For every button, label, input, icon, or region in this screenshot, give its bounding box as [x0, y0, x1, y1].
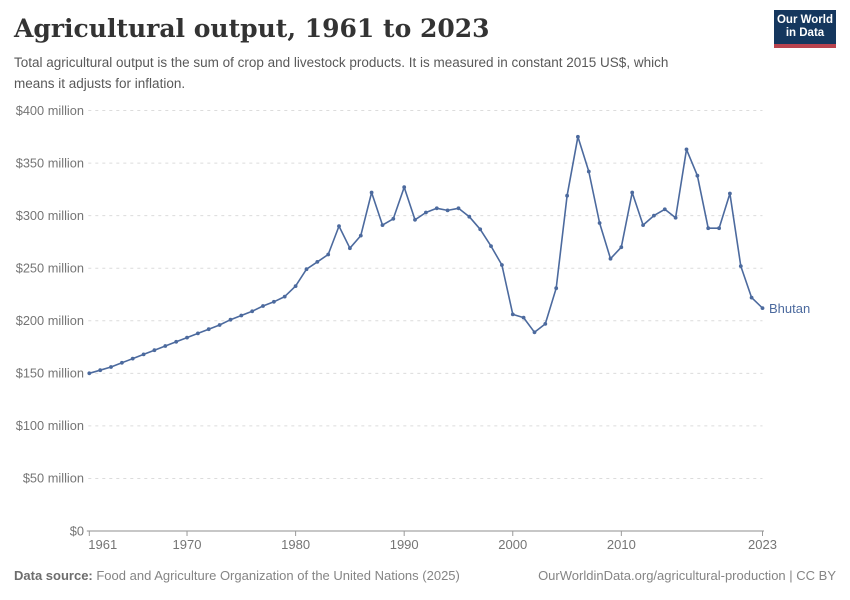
data-point[interactable]	[315, 260, 320, 264]
data-point[interactable]	[695, 173, 700, 178]
data-point[interactable]	[163, 344, 168, 348]
data-source-text: Food and Agriculture Organization of the…	[92, 568, 460, 583]
data-point[interactable]	[576, 134, 580, 139]
data-point[interactable]	[196, 331, 200, 336]
data-point[interactable]	[521, 315, 526, 320]
data-point[interactable]	[456, 206, 461, 211]
y-axis-label: $400 million	[16, 103, 84, 118]
y-axis-label: $350 million	[16, 155, 84, 170]
data-point[interactable]	[120, 360, 124, 365]
data-point[interactable]	[652, 213, 656, 218]
page-title: Agricultural output, 1961 to 2023	[14, 14, 490, 43]
data-point[interactable]	[510, 312, 515, 317]
data-point[interactable]	[185, 335, 189, 340]
series-label-bhutan[interactable]: Bhutan	[769, 301, 811, 316]
data-point[interactable]	[337, 224, 341, 229]
data-point[interactable]	[380, 223, 385, 228]
data-point[interactable]	[282, 294, 287, 299]
x-axis-label: 2010	[607, 537, 636, 552]
data-point[interactable]	[413, 217, 417, 222]
data-point[interactable]	[706, 226, 711, 231]
data-point[interactable]	[250, 309, 255, 314]
data-point[interactable]	[760, 306, 765, 310]
data-point[interactable]	[434, 206, 439, 211]
data-point[interactable]	[728, 191, 732, 196]
data-point[interactable]	[87, 371, 92, 376]
data-point[interactable]	[261, 304, 265, 308]
data-point[interactable]	[738, 264, 743, 268]
data-point[interactable]	[543, 322, 548, 326]
subtitle-line2: means it adjusts for inflation.	[14, 76, 186, 91]
logo-text-line1: Our World	[776, 14, 833, 26]
x-axis-label: 1990	[390, 537, 419, 552]
logo-text-line2: in Data	[785, 27, 825, 39]
data-point[interactable]	[369, 190, 374, 195]
y-axis-label: $100 million	[16, 418, 84, 433]
y-axis-label: $200 million	[16, 313, 84, 328]
data-point[interactable]	[641, 223, 645, 228]
data-point[interactable]	[348, 246, 352, 251]
data-point[interactable]	[662, 207, 667, 212]
data-point[interactable]	[467, 214, 472, 219]
data-source-label: Data source:	[14, 568, 93, 583]
data-line-bhutan[interactable]	[88, 136, 764, 375]
data-point[interactable]	[272, 299, 276, 304]
data-point[interactable]	[141, 352, 146, 357]
data-point[interactable]	[424, 210, 428, 215]
data-point[interactable]	[489, 244, 493, 249]
y-axis-label: $0	[70, 523, 84, 538]
data-point[interactable]	[358, 233, 363, 238]
data-point[interactable]	[228, 317, 233, 322]
data-source-note: Data source: Food and Agriculture Organi…	[14, 568, 460, 583]
data-point[interactable]	[109, 365, 113, 369]
data-point[interactable]	[152, 348, 157, 353]
owid-logo[interactable]: Our World in Data	[774, 10, 836, 48]
data-point[interactable]	[554, 286, 559, 291]
chart-footer: Data source: Food and Agriculture Organi…	[14, 568, 836, 583]
data-point[interactable]	[130, 356, 135, 361]
data-point[interactable]	[478, 227, 483, 232]
data-point[interactable]	[217, 323, 222, 327]
chart-subtitle: Total agricultural output is the sum of …	[14, 52, 774, 94]
footer-citation-link[interactable]: OurWorldinData.org/agricultural-producti…	[538, 568, 836, 583]
data-point[interactable]	[684, 147, 689, 152]
y-axis-label: $300 million	[16, 208, 84, 223]
data-point[interactable]	[532, 330, 537, 335]
x-axis-label: 1961	[88, 537, 117, 552]
data-point[interactable]	[326, 252, 331, 257]
data-point[interactable]	[597, 221, 602, 225]
data-point[interactable]	[293, 284, 298, 288]
data-point[interactable]	[673, 215, 678, 220]
data-point[interactable]	[608, 256, 613, 261]
data-point[interactable]	[239, 313, 244, 318]
subtitle-line1: Total agricultural output is the sum of …	[14, 55, 669, 70]
y-axis-label: $150 million	[16, 366, 84, 381]
data-point[interactable]	[304, 267, 309, 272]
data-point[interactable]	[717, 226, 721, 231]
data-point[interactable]	[445, 208, 450, 213]
data-point[interactable]	[500, 263, 504, 267]
x-axis-label: 2023	[748, 537, 777, 552]
data-point[interactable]	[206, 327, 211, 332]
data-point[interactable]	[174, 339, 179, 344]
y-axis-label: $250 million	[16, 260, 84, 275]
data-point[interactable]	[98, 368, 103, 373]
y-axis-label: $50 million	[23, 471, 84, 486]
data-point[interactable]	[391, 216, 396, 221]
data-point[interactable]	[402, 185, 407, 190]
data-point[interactable]	[749, 295, 754, 300]
data-point[interactable]	[565, 193, 569, 198]
data-point[interactable]	[630, 190, 635, 195]
x-axis-label: 1980	[281, 537, 310, 552]
data-point[interactable]	[619, 245, 624, 250]
data-point[interactable]	[586, 169, 591, 174]
x-axis-label: 1970	[173, 537, 202, 552]
x-axis-label: 2000	[498, 537, 527, 552]
